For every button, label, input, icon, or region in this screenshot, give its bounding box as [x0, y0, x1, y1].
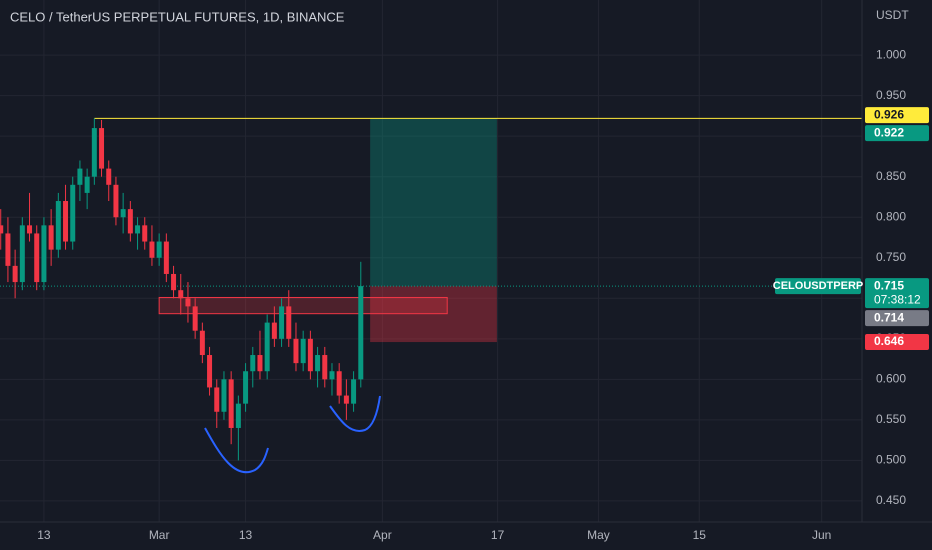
x-tick-label: Mar — [149, 528, 170, 542]
candle-body — [127, 209, 133, 234]
candle-body — [63, 201, 69, 242]
price-label: 0.926 — [874, 107, 904, 121]
candles — [0, 118, 364, 461]
candle-body — [235, 403, 241, 428]
candle-body — [257, 355, 263, 372]
candle-body — [27, 225, 33, 234]
candle-body — [192, 306, 198, 331]
candle-body — [307, 338, 313, 372]
price-label-box — [865, 334, 929, 351]
candle-body — [322, 355, 328, 380]
candle-body — [99, 128, 105, 169]
y-tick-label: 0.550 — [876, 412, 906, 426]
symbol-tag — [775, 278, 861, 295]
candle-body — [135, 225, 141, 234]
candle-body — [5, 233, 11, 266]
candle-body — [120, 209, 126, 218]
candle-body — [221, 379, 227, 412]
position-target — [370, 118, 497, 287]
overlay — [0, 117, 862, 343]
candle-body — [315, 355, 321, 372]
candle-body — [12, 265, 18, 283]
last-price-label: 0.715 — [874, 278, 904, 292]
candle-body — [199, 330, 205, 356]
candle-body — [84, 176, 90, 193]
x-tick-label: 15 — [693, 528, 707, 542]
y-tick-label: 0.500 — [876, 453, 906, 467]
candle-body — [250, 355, 256, 372]
candle-body — [41, 225, 47, 283]
candle-body — [264, 322, 270, 372]
y-tick-label: 0.750 — [876, 250, 906, 264]
candle-body — [163, 241, 169, 274]
candle-body — [142, 225, 148, 242]
price-label: 0.646 — [874, 334, 904, 348]
candle-body — [286, 306, 292, 339]
candle-body — [243, 371, 249, 404]
candle-body — [77, 168, 83, 185]
candle-body — [171, 273, 177, 291]
price-label-box — [865, 125, 929, 142]
position-stop — [370, 286, 497, 343]
candle-body — [279, 306, 285, 339]
y-tick-label: 0.950 — [876, 88, 906, 102]
symbol-label: CELOUSDTPERP — [773, 280, 863, 292]
price-label: 0.714 — [874, 310, 904, 324]
chart-title: CELO / TetherUS PERPETUAL FUTURES, 1D, B… — [10, 9, 345, 24]
y-tick-label: 0.850 — [876, 169, 906, 183]
candle-body — [336, 371, 342, 396]
x-tick-label: 17 — [491, 528, 505, 542]
candle-body — [156, 241, 162, 258]
candle-body — [358, 286, 364, 380]
price-label-box — [865, 310, 929, 327]
y-tick-label: 0.600 — [876, 372, 906, 386]
candle-body — [214, 387, 220, 412]
candle-body — [300, 338, 306, 364]
candle-body — [106, 168, 112, 185]
candle-body — [34, 233, 40, 283]
candle-body — [185, 298, 191, 307]
drawing-curve — [329, 395, 381, 432]
drawing-curve — [204, 427, 269, 474]
y-axis-label: USDT — [876, 8, 909, 22]
candle-body — [149, 241, 155, 258]
candle-body — [48, 225, 54, 250]
x-tick-label: Jun — [812, 528, 831, 542]
x-tick-label: 13 — [37, 528, 51, 542]
candle-body — [351, 379, 357, 404]
candle-body — [113, 184, 119, 218]
candle-body — [178, 290, 184, 299]
last-price-box — [865, 278, 929, 309]
y-tick-label: 0.800 — [876, 209, 906, 223]
y-tick-label: 0.450 — [876, 493, 906, 507]
candle-body — [329, 371, 335, 380]
x-tick-label: May — [587, 528, 610, 542]
zone — [158, 296, 448, 315]
candle-body — [0, 225, 4, 234]
x-tick-label: 13 — [239, 528, 253, 542]
candle-body — [19, 225, 25, 283]
y-tick-label: 1.000 — [876, 47, 906, 61]
price-label-box — [865, 107, 929, 124]
candle-body — [343, 395, 349, 404]
candle-body — [70, 184, 76, 242]
candle-body — [91, 128, 97, 177]
candle-body — [293, 338, 299, 364]
candle-body — [55, 201, 61, 250]
grid — [0, 0, 862, 522]
candle-body — [207, 355, 213, 388]
price-label: 0.922 — [874, 125, 904, 139]
candle-body — [271, 322, 277, 339]
candle-body — [228, 379, 234, 428]
countdown: 07:38:12 — [874, 292, 921, 306]
x-tick-label: Apr — [373, 528, 392, 542]
labels: 0.4500.5000.5500.6000.6500.7000.7500.800… — [37, 47, 929, 542]
